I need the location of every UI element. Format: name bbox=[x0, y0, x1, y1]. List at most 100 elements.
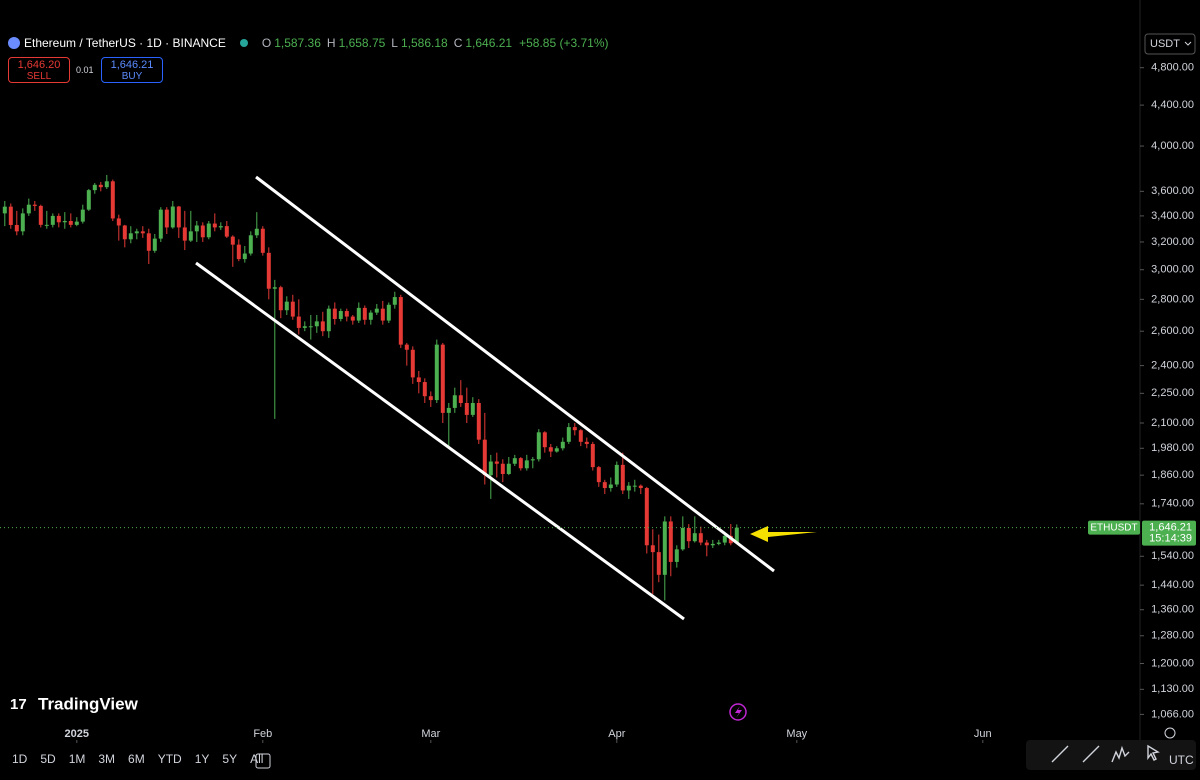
candle-body bbox=[200, 225, 205, 238]
range-button[interactable]: 1M bbox=[68, 752, 86, 766]
y-tick-label: 1,540.00 bbox=[1151, 550, 1194, 562]
candle-body bbox=[140, 231, 145, 234]
symbol: Ethereum / TetherUS · 1D · BINANCE bbox=[24, 36, 226, 50]
candle-body bbox=[290, 301, 295, 317]
candle-body bbox=[146, 233, 151, 251]
candle-body bbox=[602, 482, 607, 489]
ohlc-key: L bbox=[391, 36, 398, 50]
x-tick-label: Mar bbox=[421, 728, 440, 740]
y-tick-label: 1,280.00 bbox=[1151, 630, 1194, 642]
candle-body bbox=[476, 402, 481, 440]
channel-lower bbox=[195, 261, 685, 621]
y-tick-label: 1,360.00 bbox=[1151, 604, 1194, 616]
candle-body bbox=[482, 439, 487, 476]
range-button[interactable]: 3M bbox=[98, 752, 116, 766]
x-tick-label: May bbox=[786, 728, 807, 740]
candle-body bbox=[608, 484, 613, 489]
buy-label: BUY bbox=[121, 71, 143, 82]
candle-body bbox=[218, 226, 223, 228]
currency: USDT bbox=[1150, 38, 1180, 50]
candle-body bbox=[14, 224, 19, 232]
countdown: 15:14:39 bbox=[1149, 533, 1192, 545]
candle-body bbox=[224, 226, 229, 237]
sell-button[interactable]: 1,646.20 SELL bbox=[8, 57, 70, 83]
candle-body bbox=[188, 231, 193, 241]
candle-body bbox=[236, 244, 241, 260]
candle-body bbox=[44, 224, 49, 226]
candle-body bbox=[644, 488, 649, 546]
y-tick-label: 1,860.00 bbox=[1151, 469, 1194, 481]
candle-body bbox=[248, 235, 253, 254]
event-icon[interactable] bbox=[729, 703, 747, 721]
candle-body bbox=[512, 458, 517, 464]
candle-body bbox=[314, 321, 319, 327]
y-tick-label: 1,200.00 bbox=[1151, 657, 1194, 669]
candle-body bbox=[572, 427, 577, 431]
candle-body bbox=[296, 316, 301, 328]
candle-body bbox=[86, 190, 91, 210]
timezone[interactable]: UTC bbox=[1169, 753, 1194, 767]
candle-body bbox=[338, 311, 343, 319]
candle-body bbox=[440, 344, 445, 413]
x-tick-label: Apr bbox=[608, 728, 625, 740]
y-tick-label: 4,800.00 bbox=[1151, 62, 1194, 74]
range-bar: 1D 5D 1M 3M 6M YTD 1Y 5Y All bbox=[12, 752, 263, 766]
range-button[interactable]: 1Y bbox=[194, 752, 210, 766]
candle-body bbox=[266, 252, 271, 289]
y-tick-label: 1,740.00 bbox=[1151, 498, 1194, 510]
y-tick-label: 1,980.00 bbox=[1151, 442, 1194, 454]
candle-body bbox=[674, 549, 679, 562]
range-button[interactable]: 5Y bbox=[222, 752, 238, 766]
y-tick-label: 2,250.00 bbox=[1151, 387, 1194, 399]
candle-body bbox=[170, 206, 175, 228]
range-button[interactable]: YTD bbox=[157, 752, 182, 766]
candle-body bbox=[326, 308, 331, 332]
symbol-tag-label: ETHUSDT bbox=[1090, 522, 1137, 533]
ohlc-value: 1,586.18 bbox=[400, 36, 448, 50]
candle-body bbox=[62, 220, 67, 223]
candle-body bbox=[98, 184, 103, 188]
candle-body bbox=[356, 307, 361, 321]
candle-body bbox=[698, 533, 703, 543]
candle-body bbox=[284, 301, 289, 311]
drawing-tools[interactable] bbox=[1051, 744, 1160, 763]
range-button[interactable]: 1D bbox=[12, 752, 28, 766]
candle-body bbox=[422, 382, 427, 397]
arrow bbox=[750, 526, 817, 542]
candle-body bbox=[368, 312, 373, 320]
candle-body bbox=[212, 223, 217, 228]
candle-body bbox=[104, 181, 109, 188]
logo-mark: 17 bbox=[10, 696, 27, 713]
calendar-icon[interactable] bbox=[255, 753, 271, 769]
candle-body bbox=[158, 209, 163, 239]
range-button[interactable]: 5D bbox=[40, 752, 56, 766]
chevron bbox=[1184, 41, 1192, 46]
candle-body bbox=[398, 297, 403, 345]
candle-body bbox=[194, 225, 199, 232]
candle-body bbox=[110, 181, 115, 219]
price-tag bbox=[1142, 520, 1196, 546]
candle-body bbox=[230, 236, 235, 245]
candle-body bbox=[458, 395, 463, 403]
y-tick-label: 3,200.00 bbox=[1151, 236, 1194, 248]
buy-price: 1,646.21 bbox=[110, 59, 154, 71]
candle-body bbox=[128, 233, 133, 240]
candle-body bbox=[182, 227, 187, 241]
ohlc-value: 1,587.36 bbox=[274, 36, 321, 50]
range-button[interactable]: All bbox=[250, 752, 264, 766]
candle-body bbox=[8, 206, 13, 225]
currency-select[interactable] bbox=[1144, 33, 1196, 55]
buy-button[interactable]: 1,646.21 BUY bbox=[101, 57, 163, 83]
candle-body bbox=[536, 432, 541, 460]
candle-body bbox=[734, 527, 739, 544]
logo: TradingView bbox=[38, 694, 139, 713]
y-tick-label: 3,000.00 bbox=[1151, 264, 1194, 276]
candle-body bbox=[680, 527, 685, 550]
candle-body bbox=[506, 463, 511, 474]
range-button[interactable]: 6M bbox=[128, 752, 145, 766]
y-tick-label: 4,000.00 bbox=[1151, 140, 1194, 152]
candle-body bbox=[614, 464, 619, 485]
settings-icon[interactable] bbox=[1164, 727, 1176, 739]
